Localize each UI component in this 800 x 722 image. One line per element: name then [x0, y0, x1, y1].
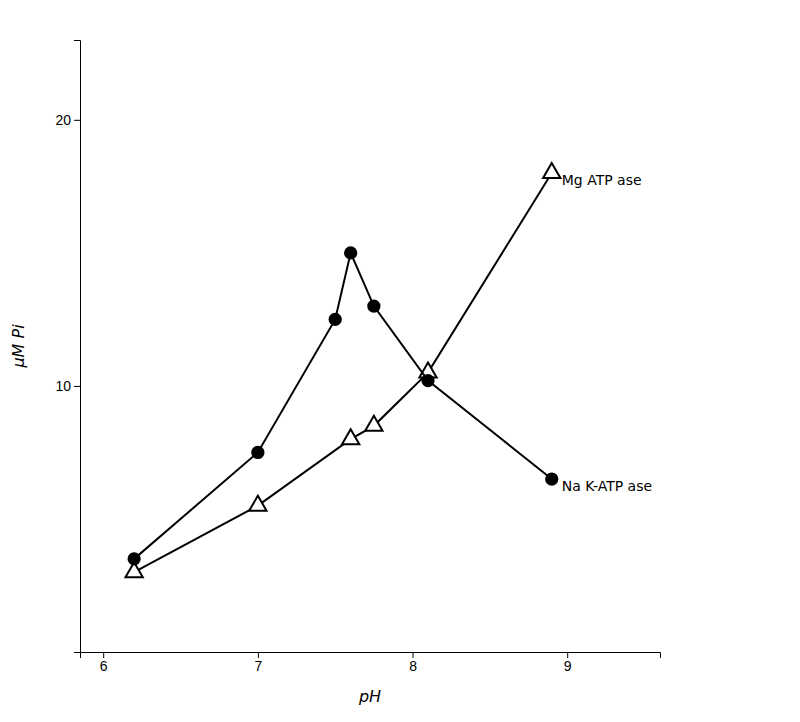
y-axis-title: μM Pi: [9, 324, 28, 369]
y-tick: 10: [55, 378, 80, 394]
y-tick-mark: [74, 386, 80, 387]
x-tick-label: 9: [564, 658, 572, 674]
x-tick: 7: [254, 652, 262, 674]
x-tick-label: 8: [409, 658, 417, 674]
plot: 6 7 8 9 10 20 Mg ATP ase Na K-ATP ase: [55, 41, 660, 674]
series-line: [134, 173, 552, 572]
series-point: [249, 496, 266, 511]
x-tick-label: 6: [100, 658, 108, 674]
y-tick: 20: [55, 112, 80, 128]
series-point: [330, 314, 341, 325]
series-label: Mg ATP ase: [562, 172, 642, 188]
y-tick-label: 10: [55, 378, 71, 394]
series-point: [546, 473, 557, 484]
x-tick: 8: [409, 652, 417, 674]
series-point: [342, 429, 359, 444]
chart: 6 7 8 9 10 20 Mg ATP ase Na K-ATP ase pH μM Pi: [0, 0, 800, 722]
series-point: [365, 416, 382, 431]
y-tick-label: 20: [55, 112, 71, 128]
x-tick-label: 7: [254, 658, 262, 674]
series-point: [345, 247, 356, 258]
marks: [125, 163, 560, 577]
y-tick-mark: [74, 120, 80, 121]
series-label: Na K-ATP ase: [562, 478, 652, 494]
series-line: [134, 253, 552, 559]
x-axis-line: [81, 653, 661, 659]
x-axis-title: pH: [358, 687, 381, 706]
labels: Mg ATP ase Na K-ATP ase: [562, 172, 652, 494]
x-tick: 9: [564, 652, 572, 674]
series-point: [252, 447, 263, 458]
x-tick: 6: [100, 652, 108, 674]
x-axis: 6 7 8 9: [81, 652, 661, 674]
series-point: [128, 553, 139, 564]
y-axis-line: [74, 41, 81, 653]
y-axis: 10 20: [55, 41, 80, 653]
series-point: [543, 163, 560, 178]
series-point: [422, 375, 433, 386]
series-point: [368, 300, 379, 311]
